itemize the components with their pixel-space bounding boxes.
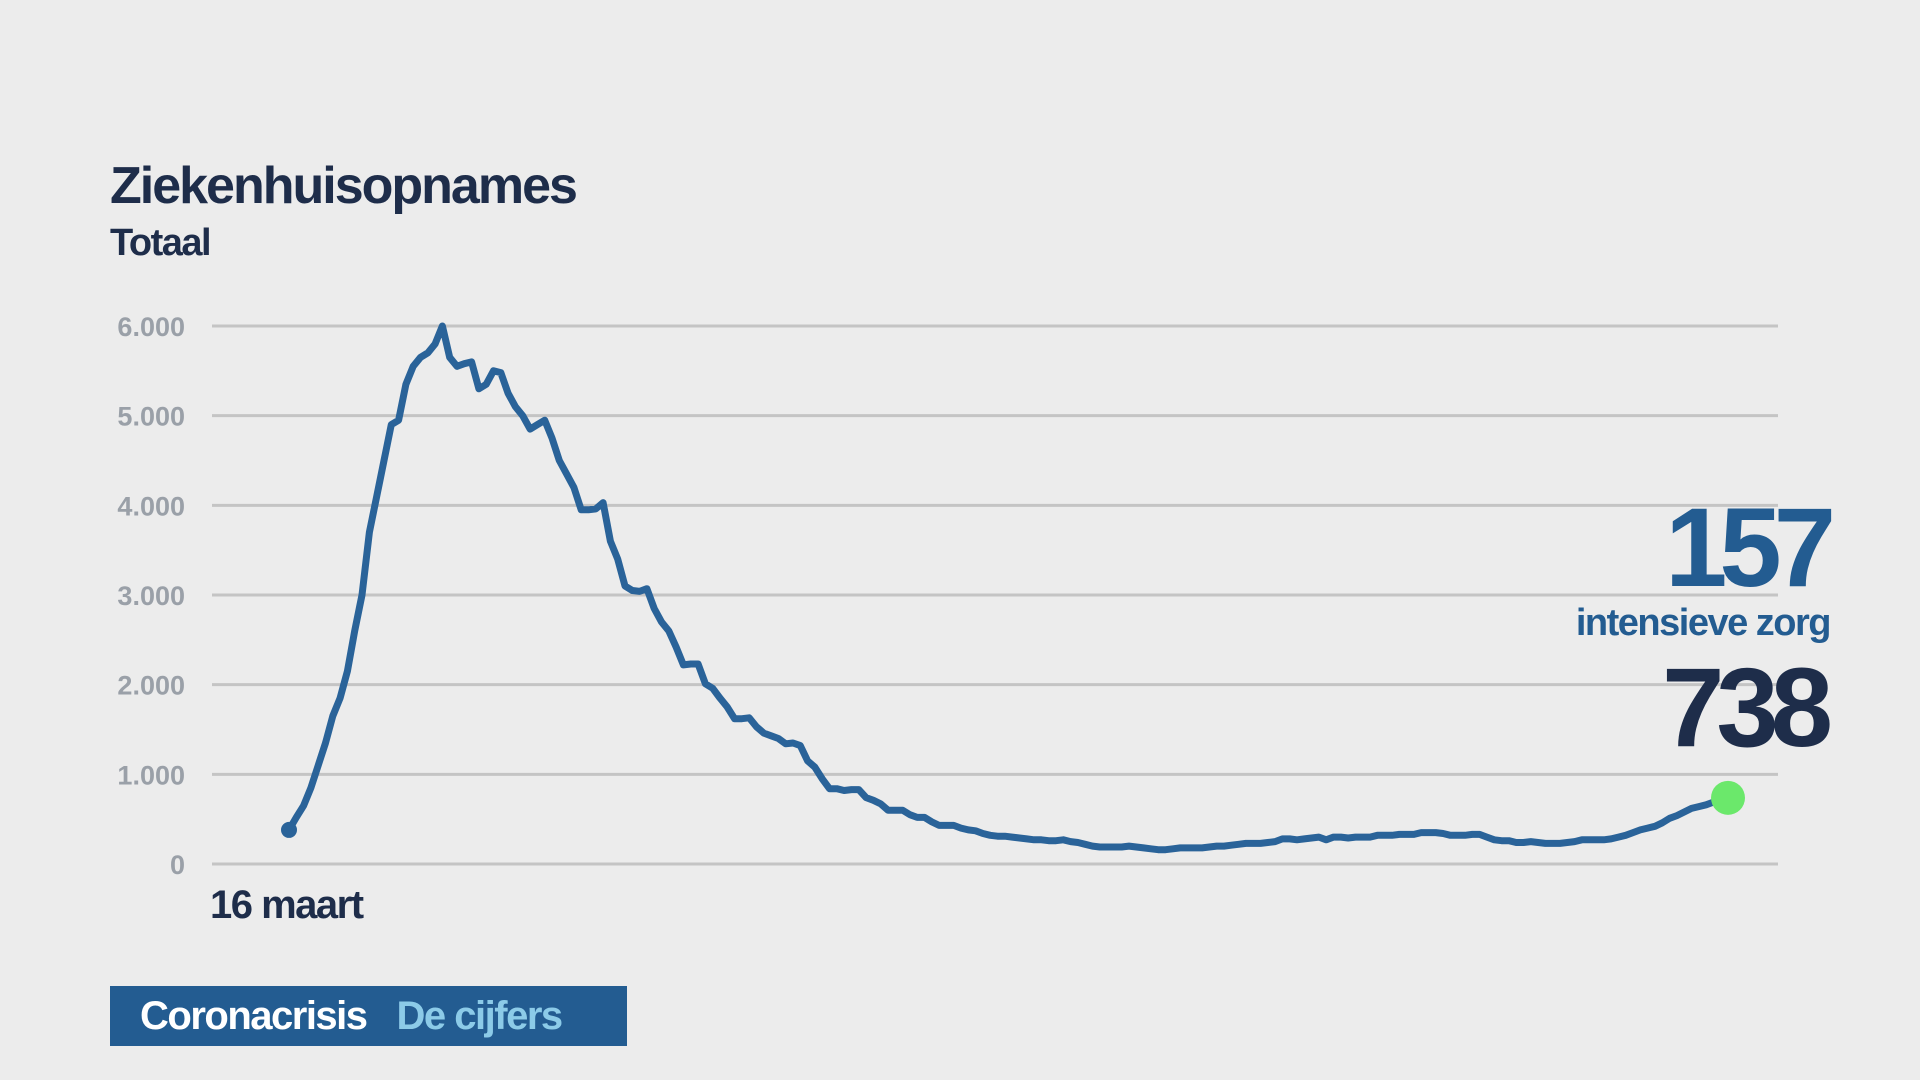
y-tick-label: 1.000 bbox=[117, 760, 185, 790]
y-tick-label: 3.000 bbox=[117, 581, 185, 611]
y-tick-label: 5.000 bbox=[117, 402, 185, 432]
y-tick-label: 0 bbox=[170, 850, 185, 880]
brand-bar: Coronacrisis De cijfers bbox=[110, 986, 627, 1046]
brand-sub-label: De cijfers bbox=[396, 993, 564, 1038]
series-line bbox=[285, 322, 1732, 854]
y-tick-label: 4.000 bbox=[117, 491, 185, 521]
y-tick-label: 6.000 bbox=[117, 312, 185, 342]
series-group bbox=[281, 322, 1745, 854]
x-start-label: 16 maart bbox=[210, 883, 364, 927]
intensive-care-label: intensieve zorg bbox=[1575, 602, 1832, 644]
total-admissions-value: 738 bbox=[1662, 645, 1833, 770]
chart-subtitle: Totaal bbox=[110, 222, 212, 264]
series-start-point bbox=[281, 821, 297, 838]
series-end-point bbox=[1711, 780, 1745, 815]
chart-title: Ziekenhuisopnames bbox=[110, 157, 578, 215]
grid-lines bbox=[212, 324, 1778, 866]
y-axis-ticks: 0 1.000 2.000 3.000 4.000 5.000 6.000 bbox=[117, 312, 185, 880]
y-tick-label: 2.000 bbox=[117, 671, 185, 701]
intensive-care-value: 157 bbox=[1665, 485, 1836, 610]
brand-main-label: Coronacrisis bbox=[140, 993, 368, 1038]
